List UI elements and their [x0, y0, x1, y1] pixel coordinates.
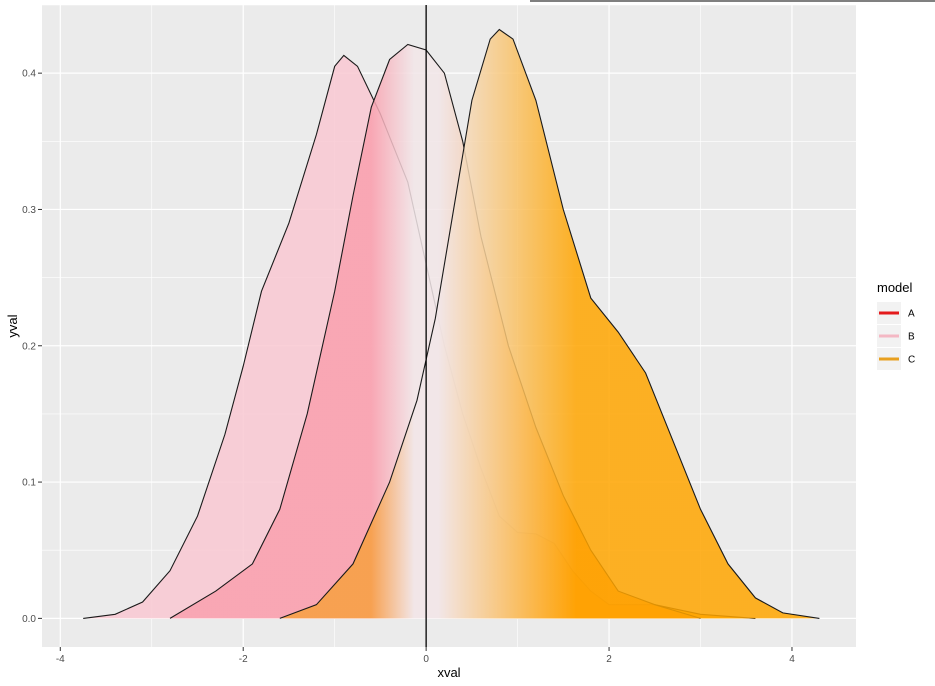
y-tick-label: 0.4 [22, 69, 36, 80]
y-axis: 0.0 0.1 0.2 0.3 0.4 [22, 69, 42, 625]
x-tick-label: 4 [789, 654, 795, 665]
x-tick-label: 2 [606, 654, 612, 665]
density-areas [83, 28, 820, 619]
y-axis-title: yval [5, 314, 20, 337]
y-tick-label: 0.0 [22, 614, 36, 625]
legend-label: C [908, 355, 915, 366]
density-line [279, 28, 820, 619]
y-tick-label: 0.1 [22, 478, 36, 489]
legend-label: B [908, 332, 915, 343]
x-tick-label: 0 [423, 654, 429, 665]
x-axis: -4 -2 0 2 4 [56, 647, 795, 665]
density-area [279, 29, 820, 619]
legend-title: model [877, 280, 913, 295]
legend-label: A [908, 309, 915, 320]
y-tick-label: 0.2 [22, 341, 36, 352]
x-tick-label: -2 [239, 654, 248, 665]
y-tick-label: 0.3 [22, 205, 36, 216]
x-tick-label: -4 [56, 654, 65, 665]
x-axis-title: xval [437, 665, 460, 680]
legend: model A B C [877, 280, 915, 370]
